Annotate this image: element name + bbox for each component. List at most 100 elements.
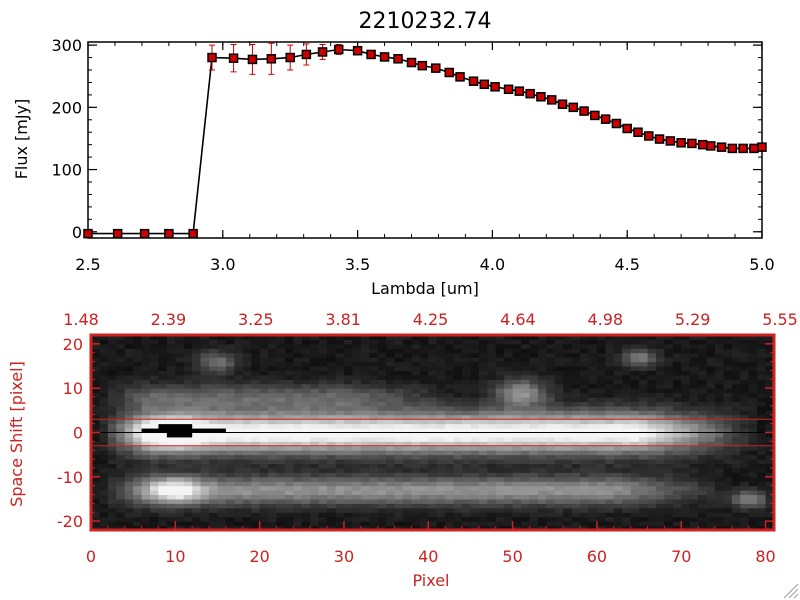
heatmap-cell	[301, 463, 311, 469]
heatmap-cell	[580, 352, 589, 358]
heatmap-cell	[487, 432, 497, 438]
heatmap-cell	[554, 503, 564, 509]
heatmap-cell	[436, 525, 446, 531]
heatmap-cell	[580, 339, 589, 345]
heatmap-cell	[554, 436, 564, 442]
heatmap-cell	[655, 414, 665, 420]
heatmap-cell	[377, 450, 387, 456]
heatmap-cell	[310, 476, 320, 482]
heatmap-cell	[259, 410, 269, 416]
heatmap-cell	[748, 343, 758, 349]
heatmap-cell	[327, 485, 337, 491]
heatmap-cell	[352, 352, 362, 358]
heatmap-cell	[731, 335, 741, 340]
heatmap-cell	[596, 459, 606, 465]
heatmap-cell	[462, 428, 471, 433]
heatmap-cell	[200, 512, 210, 518]
heatmap-cell	[284, 370, 294, 376]
heatmap-cell	[698, 348, 708, 354]
heatmap-cell	[318, 352, 328, 358]
heatmap-cell	[268, 494, 277, 500]
heatmap-cell	[394, 432, 404, 438]
heatmap-cell	[546, 419, 556, 425]
heatmap-cell	[521, 423, 530, 429]
heatmap-cell	[284, 405, 294, 411]
heatmap-cell	[99, 503, 109, 509]
heatmap-cell	[99, 467, 109, 473]
heatmap-cell	[352, 357, 362, 363]
heatmap-cell	[327, 463, 337, 469]
heatmap-cell	[647, 525, 657, 531]
heatmap-cell	[209, 490, 218, 496]
heatmap-cell	[183, 472, 193, 478]
heatmap-cell	[343, 366, 353, 371]
heatmap-cell	[748, 423, 758, 429]
heatmap-cell	[706, 476, 716, 482]
heatmap-cell	[723, 450, 733, 456]
heatmap-cell	[343, 507, 353, 513]
heatmap-cell	[225, 419, 235, 425]
heatmap-cell	[748, 361, 758, 367]
heatmap-cell	[664, 405, 674, 411]
heatmap-cell	[462, 450, 471, 456]
heatmap-cell	[478, 405, 488, 411]
heatmap-cell	[436, 374, 446, 380]
heatmap-cell	[462, 441, 471, 447]
heatmap-cell	[462, 498, 471, 504]
heatmap-cell	[436, 463, 446, 469]
heatmap-cell	[740, 490, 750, 496]
heatmap-cell	[546, 366, 556, 371]
heatmap-cell	[706, 441, 716, 447]
heatmap-cell	[209, 459, 218, 465]
heatmap-cell	[183, 445, 193, 451]
heatmap-cell	[698, 397, 708, 402]
heatmap-cell	[470, 428, 480, 433]
heatmap-cell	[580, 419, 589, 425]
heatmap-cell	[352, 343, 362, 349]
heatmap-cell	[310, 352, 320, 358]
heatmap-cell	[462, 352, 471, 358]
heatmap-cell	[571, 494, 581, 500]
heatmap-cell	[580, 467, 589, 473]
heatmap-cell	[571, 401, 581, 407]
heatmap-cell	[563, 383, 573, 389]
heatmap-cell	[462, 436, 471, 442]
heatmap-cell	[217, 432, 227, 438]
heatmap-cell	[318, 401, 328, 407]
heatmap-cell	[158, 525, 168, 531]
heatmap-cell	[209, 357, 218, 363]
heatmap-cell	[622, 490, 632, 496]
heatmap-cell	[445, 436, 455, 442]
heatmap-cell	[386, 339, 396, 345]
heatmap-cell	[116, 459, 126, 465]
heatmap-cell	[647, 450, 657, 456]
heatmap-cell	[478, 401, 488, 407]
heatmap-cell	[116, 397, 126, 402]
heatmap-cell	[462, 423, 471, 429]
heatmap-cell	[242, 379, 252, 385]
heatmap-cell	[757, 379, 767, 385]
heatmap-cell	[183, 476, 193, 482]
resize-grip[interactable]	[783, 583, 799, 599]
heatmap-cell	[740, 521, 750, 527]
heatmap-cell	[310, 463, 320, 469]
heatmap-cell	[343, 525, 353, 531]
heatmap-cell	[369, 405, 379, 411]
heatmap-cell	[234, 521, 244, 527]
heatmap-cell	[622, 436, 632, 442]
heatmap-cell	[124, 521, 134, 527]
heatmap-cell	[689, 463, 699, 469]
heatmap-cell	[301, 383, 311, 389]
heatmap-axes: 0 10 20 30 40 50 60 70 801.48 2.39 3.25 3.81 4.25 4.6…	[57, 310, 798, 566]
heatmap-cell	[327, 476, 337, 482]
heatmap-cell	[175, 423, 185, 429]
heatmap-cell	[310, 343, 320, 349]
heatmap-cell	[99, 335, 109, 340]
heatmap-cell	[622, 454, 632, 460]
heatmap-cell	[386, 436, 396, 442]
heatmap-cell	[563, 379, 573, 385]
heatmap-cell	[158, 490, 168, 496]
heatmap-cell	[740, 459, 750, 465]
heatmap-cell	[318, 397, 328, 402]
heatmap-cell	[268, 503, 277, 509]
